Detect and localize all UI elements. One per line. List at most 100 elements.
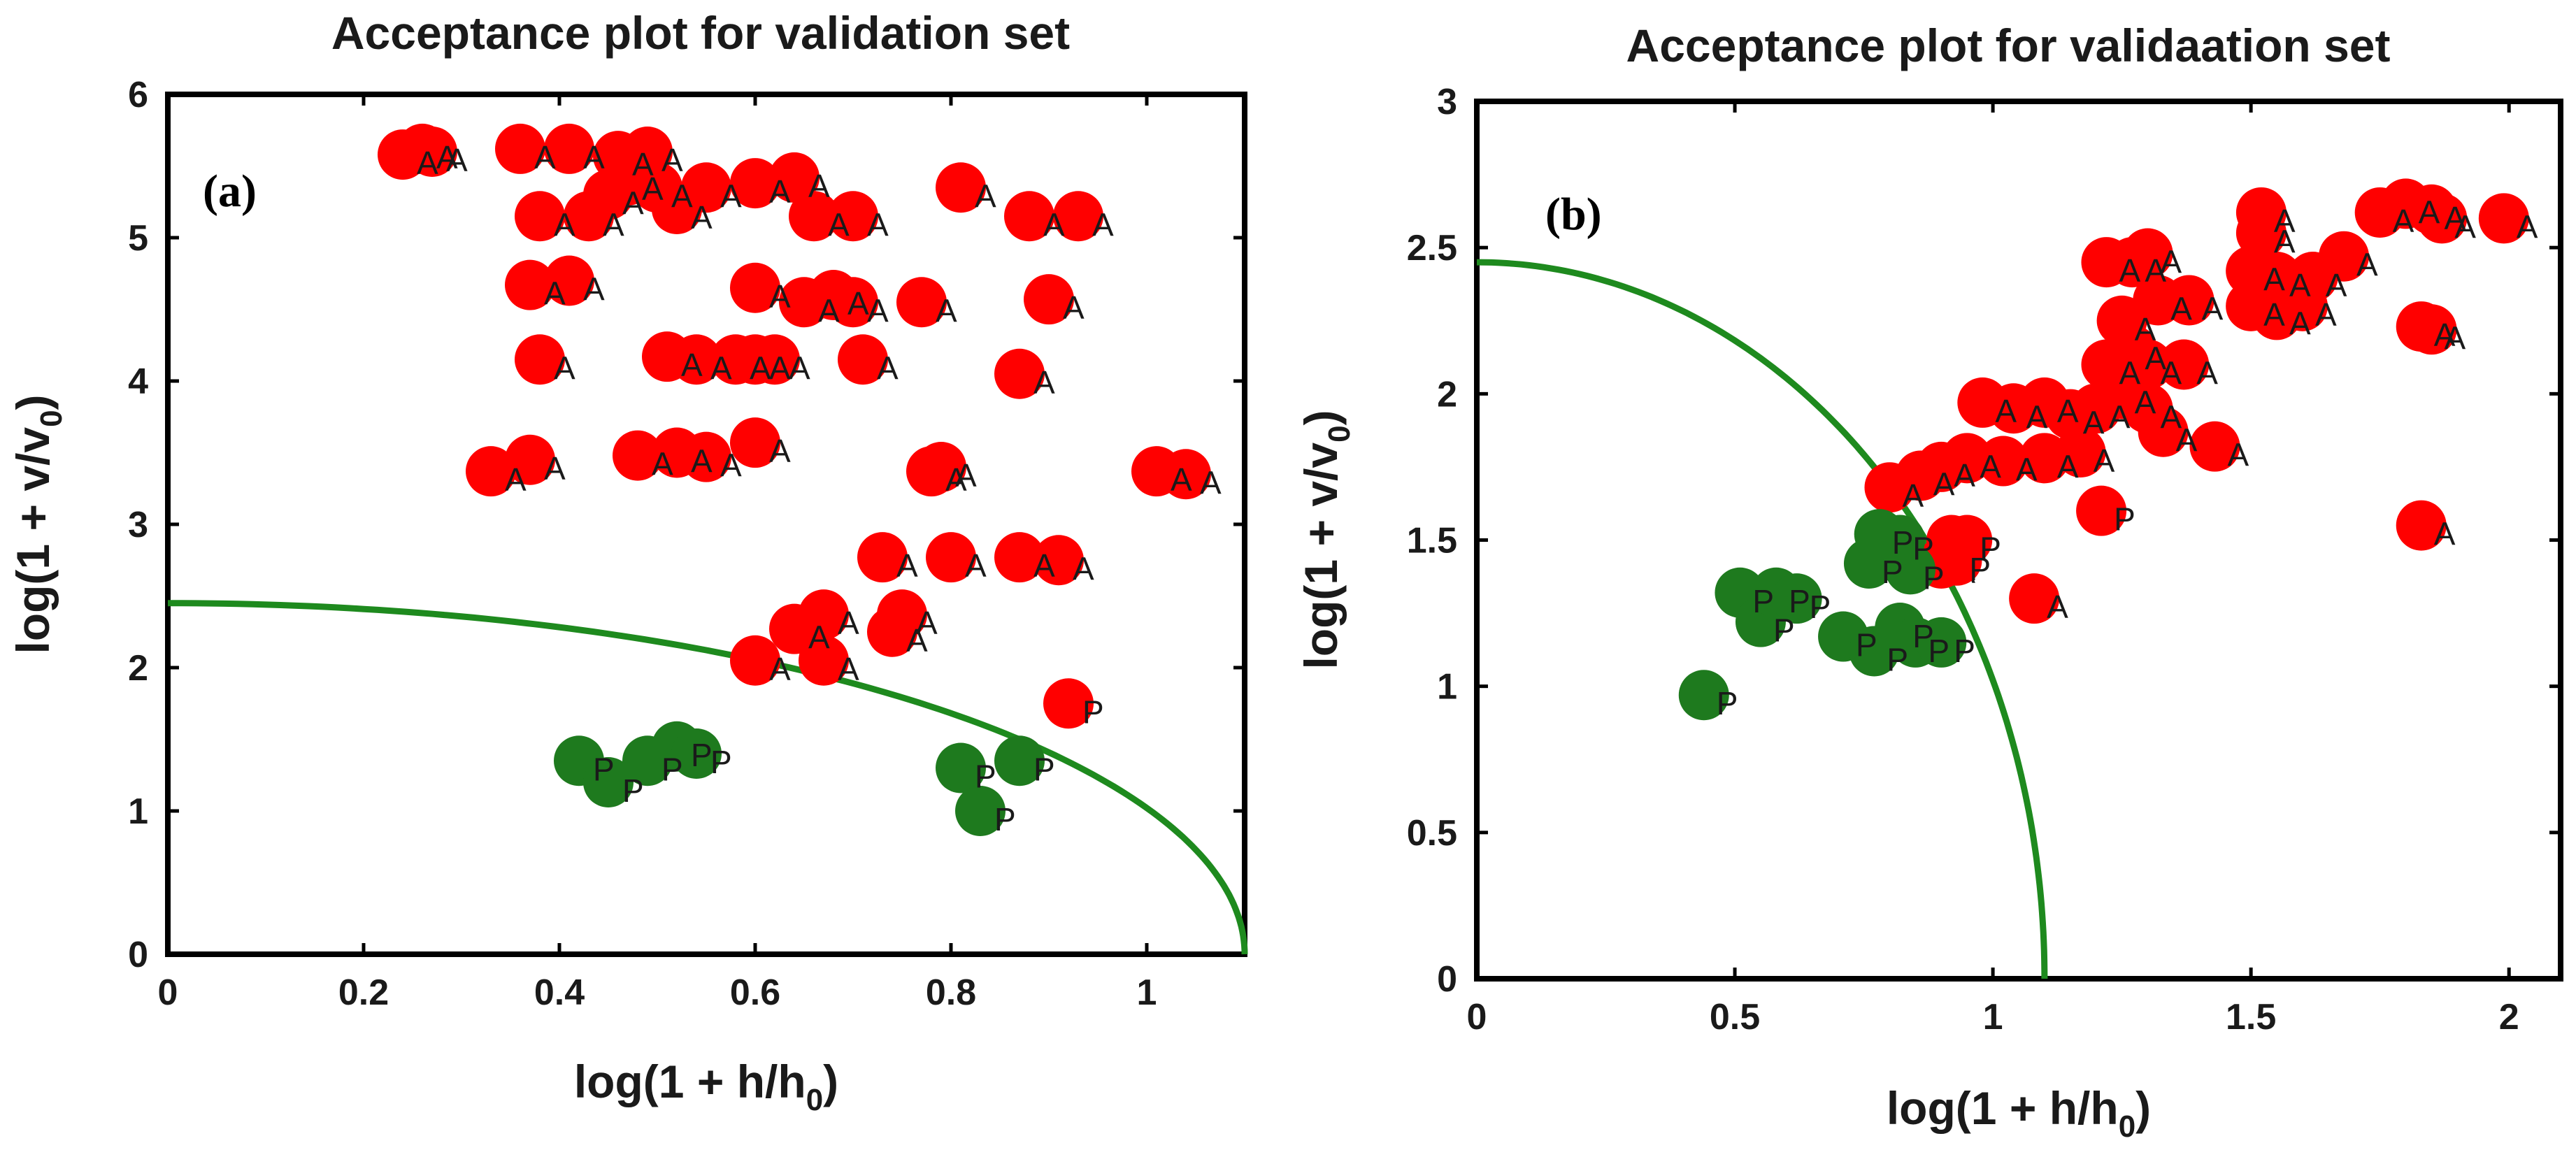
- chart-b-point-label: A: [2444, 200, 2466, 236]
- chart-a-point-label: A: [554, 206, 575, 243]
- chart-b-point-label: A: [2161, 244, 2182, 280]
- chart-a-point-label: P: [975, 759, 996, 795]
- chart-b-point-label: A: [2016, 452, 2038, 488]
- chart-a-point-red: [505, 259, 555, 310]
- chart-b-point-red: [2189, 421, 2240, 472]
- chart-a-point-label: P: [691, 737, 713, 773]
- chart-b-tick-marks: [1475, 99, 2561, 981]
- chart-b-point-label: P: [1810, 589, 1831, 625]
- chart-a-point-label: A: [710, 350, 732, 386]
- chart-b-point-red: [1942, 515, 1993, 566]
- chart-a-y-tick-label: 4: [128, 361, 148, 402]
- chart-b-point-label: A: [2227, 437, 2249, 473]
- chart-a-point-label: A: [896, 547, 918, 584]
- chart-b-point-label: A: [2289, 305, 2311, 341]
- chart-b-point-label: P: [1882, 554, 1903, 590]
- chart-b-point-red: [2076, 485, 2127, 536]
- chart-b-point-red: [2235, 208, 2287, 259]
- chart-a-point-label: A: [720, 447, 742, 484]
- chart-b-xlabel-end: ): [2135, 1082, 2151, 1134]
- chart-a-point-label: A: [750, 350, 771, 386]
- chart-b-point-green: [1678, 670, 1729, 721]
- chart-a-point-label: A: [838, 605, 859, 641]
- chart-a-point-label: A: [975, 178, 996, 214]
- chart-a-point-label: A: [1043, 206, 1065, 243]
- chart-b-point-label: A: [2057, 393, 2079, 429]
- chart-b-xlabel-sub: 0: [2119, 1109, 2135, 1144]
- chart-b-point-label: A: [2419, 194, 2440, 230]
- chart-a-point-red: [926, 532, 976, 583]
- chart-b-point-label: A: [2263, 261, 2285, 298]
- chart-a-point-red: [505, 434, 555, 485]
- chart-a-point-red: [799, 589, 849, 640]
- chart-b-point-red: [1942, 433, 1993, 484]
- chart-a-point-label: A: [1092, 206, 1114, 243]
- chart-b-ticks: 0 0.5 1 1.5 2 0 0.5 1 1.5 2 2.5 3: [1407, 82, 2519, 1037]
- chart-b-point-red: [2478, 193, 2529, 244]
- chart-b-point-label: P: [1892, 524, 1914, 561]
- chart-b-point-label: A: [1902, 477, 1924, 514]
- chart-a-point-red: [916, 442, 966, 492]
- chart-b-point-label: A: [2263, 296, 2285, 333]
- chart-b-point-label: P: [1980, 531, 2001, 567]
- chart-b-ylabel-end: ): [1295, 410, 1347, 425]
- chart-b-point-label: P: [1856, 627, 1877, 663]
- chart-b-x-tick-label: 1.5: [2226, 997, 2276, 1037]
- chart-a-point-red: [466, 446, 516, 497]
- chart-a-point-red: [730, 158, 780, 209]
- chart-a-point-red: [936, 162, 986, 213]
- chart-a-point-label: A: [955, 457, 977, 494]
- chart-a-point-red: [1043, 678, 1094, 729]
- chart-a-point-label: A: [720, 178, 742, 214]
- chart-b-point-label: A: [2109, 398, 2131, 435]
- chart-a-x-tick-label: 1: [1137, 972, 1157, 1013]
- chart-a-point-red: [1053, 191, 1103, 242]
- chart-a-point-red: [730, 417, 780, 468]
- chart-a-point-label: A: [1171, 461, 1192, 498]
- chart-a-point-red: [495, 123, 545, 174]
- chart-b-point-label: A: [2274, 223, 2296, 259]
- chart-b-point-label: A: [2135, 311, 2156, 347]
- chart-a-tick-marks: [166, 92, 1245, 956]
- chart-b-title: Acceptance plot for validaation set: [1626, 20, 2391, 71]
- chart-a-point-label: P: [710, 744, 732, 780]
- chart-b-y-tick-label: 2: [1437, 374, 1457, 415]
- chart-a-point-label: A: [1033, 364, 1055, 401]
- chart-a-point-label: P: [1082, 694, 1104, 730]
- chart-b-point-label: A: [2176, 422, 2198, 459]
- chart-panel-a: Acceptance plot for validation set 0 0.2 0…: [7, 7, 1248, 1117]
- chart-b-point-label: A: [2170, 290, 2192, 326]
- chart-a-point-label: A: [417, 145, 438, 181]
- chart-a-point-label: A: [808, 619, 830, 656]
- chart-a-point-red: [877, 589, 927, 640]
- chart-b-point-label: A: [2161, 355, 2182, 391]
- chart-b-point-green: [1875, 515, 1926, 566]
- chart-a-point-label: A: [906, 622, 928, 659]
- chart-b-point-red: [2138, 406, 2189, 457]
- chart-b-point-red: [2417, 193, 2468, 244]
- chart-a-point-red: [515, 334, 565, 385]
- chart-b-point-green: [1916, 617, 1967, 668]
- chart-a-point-red: [828, 277, 878, 328]
- chart-a-point-label: A: [847, 285, 869, 322]
- chart-a-point-red: [857, 532, 908, 583]
- chart-b-point-label: A: [2026, 398, 2048, 435]
- chart-a-point-red: [613, 430, 663, 481]
- chart-a-point-label: A: [916, 605, 938, 641]
- chart-a-xlabel-end: ): [823, 1056, 838, 1107]
- chart-a-point-label: A: [877, 350, 899, 386]
- chart-b-point-label: A: [2434, 516, 2456, 552]
- chart-a-point-green: [994, 735, 1045, 786]
- chart-a-ylabel-sub: 0: [34, 410, 69, 426]
- chart-a-point-green: [671, 728, 722, 779]
- chart-b-x-axis-label: log(1 + h/h0): [1887, 1082, 2151, 1144]
- chart-b-point-label: A: [2274, 203, 2296, 239]
- chart-a-point-label: A: [446, 142, 468, 178]
- chart-b-point-label: A: [2083, 405, 2105, 441]
- chart-a-point-label: A: [583, 271, 605, 308]
- chart-a-point-red: [994, 532, 1045, 583]
- chart-a-point-label: P: [994, 801, 1016, 838]
- chart-a-point-label: A: [1033, 547, 1055, 584]
- chart-b-y-tick-label: 2.5: [1407, 228, 1457, 268]
